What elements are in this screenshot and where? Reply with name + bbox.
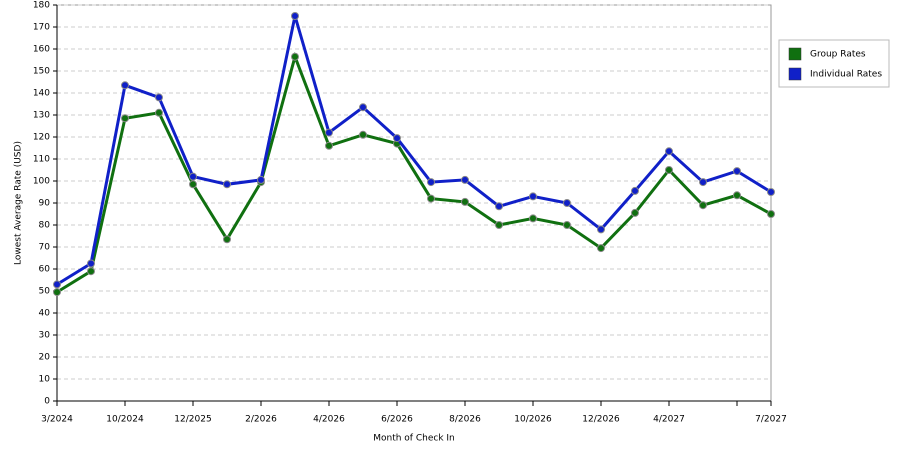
y-tick-label: 120: [33, 133, 50, 143]
data-point: [631, 208, 639, 217]
data-point: [359, 103, 367, 112]
x-axis-label: Month of Check In: [373, 434, 455, 444]
x-tick-label: 12/2025: [174, 415, 211, 425]
data-point: [427, 194, 435, 203]
x-tick-label: 6/2026: [381, 415, 413, 425]
data-point: [597, 225, 605, 234]
data-point: [325, 128, 333, 137]
data-point: [87, 267, 95, 276]
data-point: [189, 180, 197, 189]
data-point: [767, 188, 775, 196]
x-tick-label: 2/2026: [245, 415, 277, 425]
x-tick-label: 8/2026: [449, 415, 481, 425]
data-point: [87, 259, 95, 268]
data-point: [631, 186, 639, 195]
y-tick-label: 50: [39, 287, 51, 297]
data-point: [495, 202, 503, 211]
x-tick-label: 7/2027: [755, 415, 787, 425]
data-point: [563, 199, 571, 207]
y-tick-label: 60: [39, 265, 51, 275]
data-point: [291, 12, 299, 20]
y-tick-label: 130: [33, 111, 50, 121]
data-point: [121, 81, 129, 90]
legend-swatch: [788, 47, 802, 61]
data-point: [359, 130, 367, 139]
data-point: [665, 147, 673, 156]
y-tick-label: 80: [39, 221, 51, 231]
y-tick-label: 30: [39, 331, 51, 341]
legend-swatch: [788, 67, 802, 81]
data-point: [699, 201, 707, 210]
y-tick-label: 20: [39, 353, 51, 363]
x-tick-label: 10/2024: [106, 415, 144, 425]
data-point: [733, 167, 741, 176]
x-tick-label: 12/2026: [582, 415, 620, 425]
x-tick-label: 10/2026: [514, 415, 552, 425]
series-line: [56, 51, 772, 294]
legend-label: Group Rates: [810, 50, 866, 60]
data-point: [597, 244, 605, 253]
data-point: [461, 197, 469, 206]
y-tick-label: 10: [39, 375, 51, 385]
x-tick-label: 3/2024: [41, 415, 73, 425]
y-tick-label: 160: [33, 45, 50, 55]
x-tick-label: 4/2026: [313, 415, 345, 425]
data-point: [427, 178, 435, 187]
data-point: [53, 288, 61, 297]
data-point: [461, 175, 469, 184]
y-tick-label: 0: [44, 397, 50, 407]
y-tick-label: 100: [33, 177, 50, 187]
data-point: [223, 235, 231, 244]
y-tick-label: 110: [33, 155, 50, 165]
data-point: [53, 280, 61, 289]
data-point: [393, 134, 401, 143]
data-point: [495, 221, 503, 229]
x-tick-label: 4/2027: [653, 415, 685, 425]
legend-label: Individual Rates: [810, 70, 882, 80]
data-point: [325, 141, 333, 150]
y-tick-label: 150: [33, 67, 50, 77]
data-point: [733, 191, 741, 200]
series-line: [56, 15, 772, 286]
y-tick-label: 180: [33, 1, 50, 11]
data-point: [665, 166, 673, 174]
data-point: [529, 214, 537, 223]
data-point: [563, 221, 571, 229]
data-point: [767, 210, 775, 218]
y-tick-label: 90: [39, 199, 51, 209]
y-tick-label: 70: [39, 243, 51, 253]
data-point: [155, 93, 163, 102]
y-tick-label: 40: [39, 309, 51, 319]
data-point: [155, 108, 163, 117]
data-point: [121, 114, 129, 123]
data-point: [223, 180, 231, 189]
y-tick-label: 170: [33, 23, 50, 33]
data-point: [529, 192, 537, 201]
data-point: [291, 52, 299, 61]
data-point: [699, 178, 707, 187]
y-tick-label: 140: [33, 89, 50, 99]
data-point: [189, 172, 197, 181]
data-point: [257, 175, 265, 184]
y-axis-label: Lowest Average Rate (USD): [14, 141, 24, 265]
